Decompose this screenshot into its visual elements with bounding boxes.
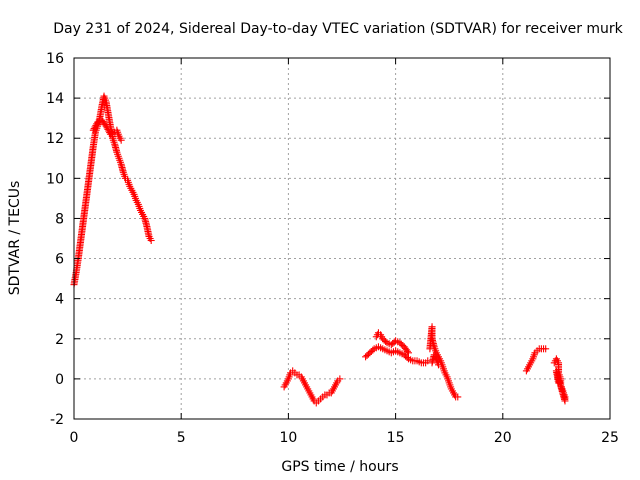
data-point — [91, 123, 99, 131]
x-tick-label: 0 — [70, 430, 79, 446]
data-point — [147, 237, 155, 245]
data-point — [382, 337, 390, 345]
y-tick-label: 0 — [55, 372, 64, 388]
x-tick-label: 25 — [601, 430, 619, 446]
data-point — [542, 345, 550, 353]
x-tick-label: 15 — [387, 430, 405, 446]
data-point — [104, 125, 112, 133]
y-tick-label: 6 — [55, 252, 64, 268]
y-tick-label: -2 — [50, 412, 64, 428]
data-point — [92, 121, 100, 129]
data-point — [369, 346, 377, 354]
data-point — [454, 393, 462, 401]
chart-title: Day 231 of 2024, Sidereal Day-to-day VTE… — [53, 21, 623, 37]
y-tick-label: 10 — [46, 171, 64, 187]
data-marks — [70, 92, 569, 407]
data-point — [555, 379, 563, 387]
y-tick-label: 16 — [46, 51, 64, 67]
data-point — [404, 349, 412, 357]
grid — [74, 58, 610, 419]
x-tick-label: 20 — [494, 430, 512, 446]
x-tick-label: 10 — [279, 430, 297, 446]
data-point — [89, 126, 97, 134]
data-point — [102, 122, 110, 130]
data-point — [336, 375, 344, 383]
y-tick-label: 14 — [46, 91, 64, 107]
data-point — [403, 353, 411, 361]
data-point — [117, 136, 125, 144]
y-tick-label: 2 — [55, 332, 64, 348]
x-tick-label: 5 — [177, 430, 186, 446]
x-axis-title: GPS time / hours — [281, 459, 398, 475]
y-tick-label: 8 — [55, 211, 64, 227]
plot-frame — [73, 57, 611, 420]
axis-ticks: 0 5 10 15 20 25 -2 0 2 4 6 8 10 12 14 16 — [46, 51, 619, 446]
data-point — [105, 127, 113, 135]
data-point — [403, 347, 411, 355]
y-axis-title: SDTVAR / TECUs — [7, 181, 23, 296]
y-tick-label: 12 — [46, 131, 64, 147]
data-point — [434, 361, 442, 369]
y-tick-label: 4 — [55, 292, 64, 308]
data-point — [90, 125, 98, 133]
data-point — [103, 124, 111, 132]
